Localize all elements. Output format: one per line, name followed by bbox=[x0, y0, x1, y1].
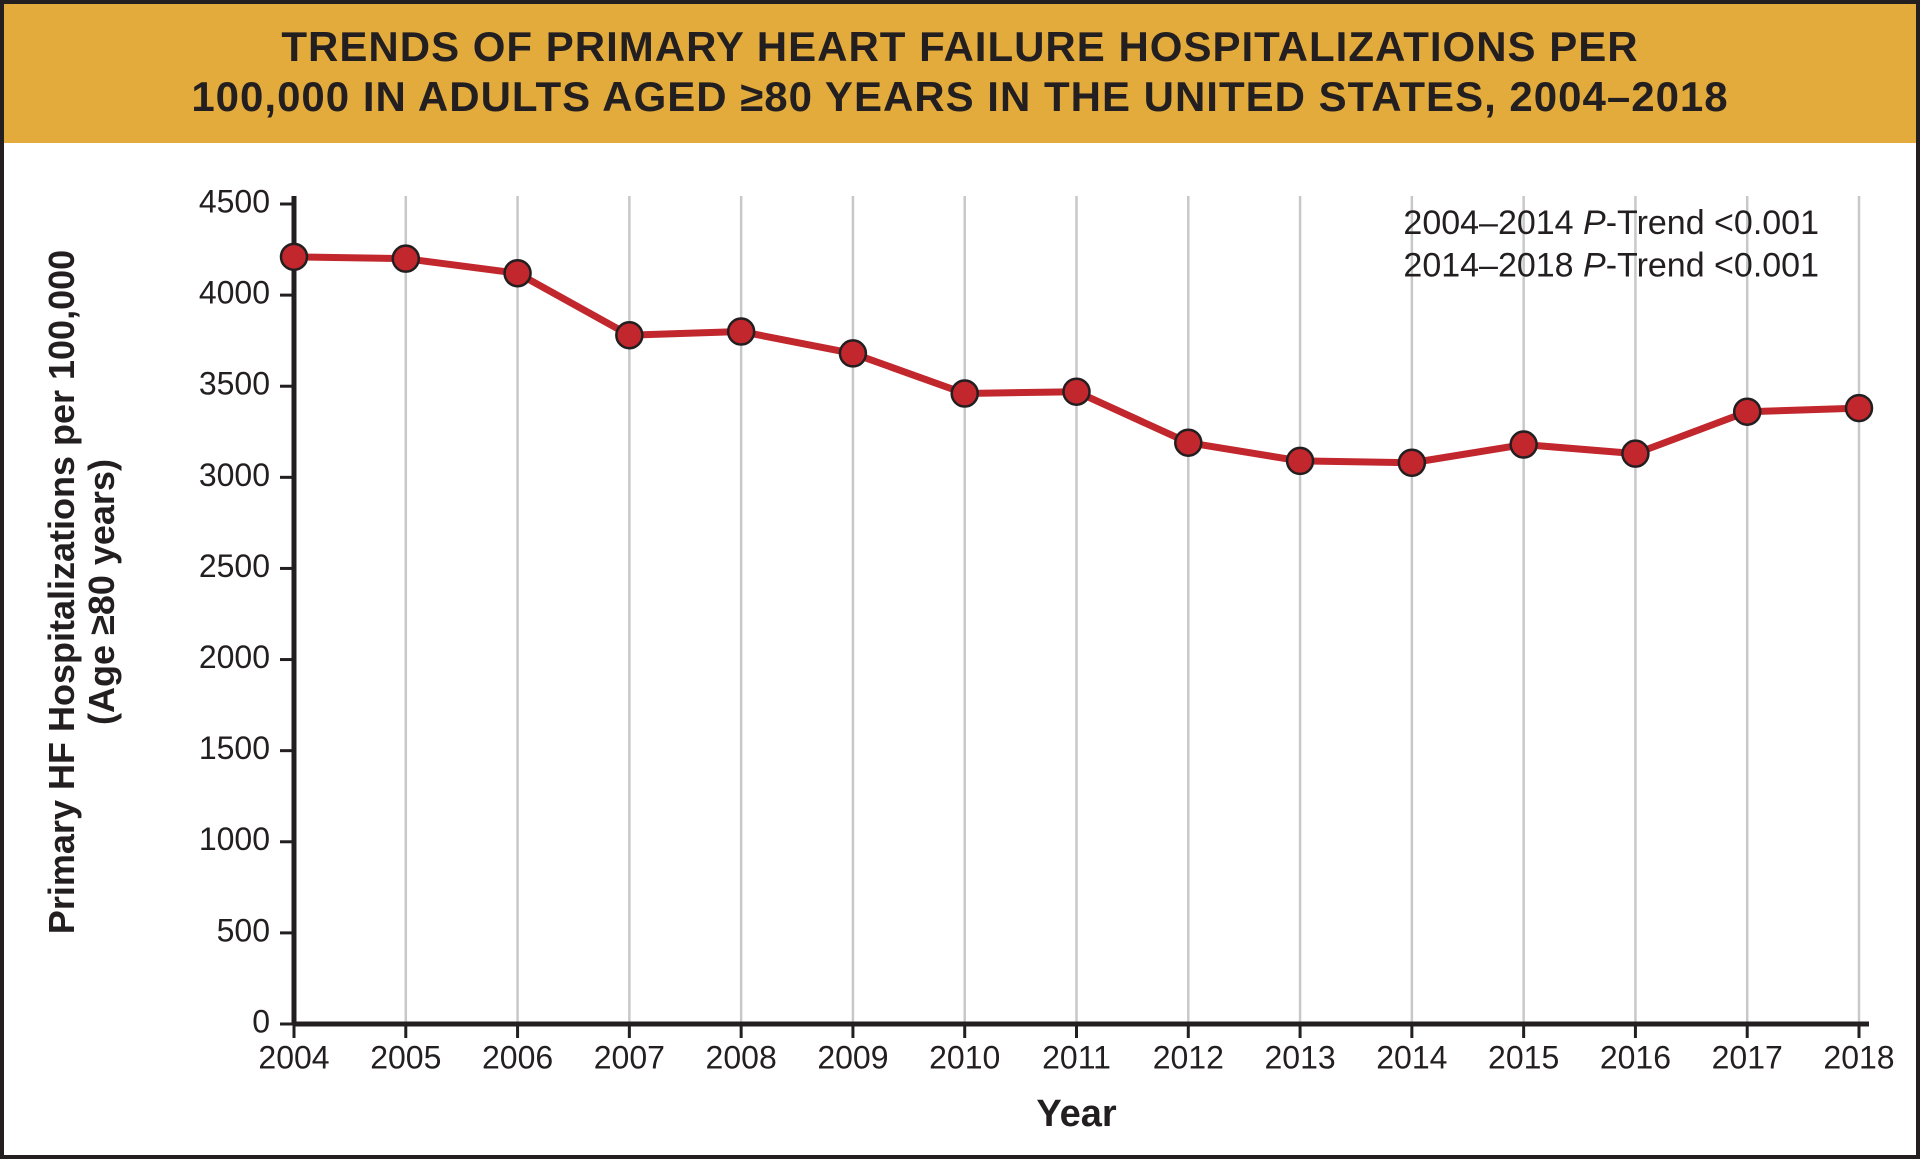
x-tick-label: 2005 bbox=[370, 1039, 441, 1075]
x-tick-label: 2010 bbox=[929, 1039, 1000, 1075]
data-marker bbox=[281, 244, 307, 270]
x-tick-label: 2006 bbox=[482, 1039, 553, 1075]
x-tick-label: 2018 bbox=[1823, 1039, 1894, 1075]
data-marker bbox=[1399, 450, 1425, 476]
data-marker bbox=[393, 246, 419, 272]
p-trend-annotation: 2004–2014 P-Trend <0.001 bbox=[1403, 204, 1819, 242]
chart-frame: TRENDS OF PRIMARY HEART FAILURE HOSPITAL… bbox=[0, 0, 1920, 1159]
data-marker bbox=[840, 340, 866, 366]
x-tick-label: 2013 bbox=[1264, 1039, 1335, 1075]
data-marker bbox=[1287, 448, 1313, 474]
x-tick-label: 2016 bbox=[1600, 1039, 1671, 1075]
y-tick-label: 1500 bbox=[199, 730, 270, 766]
x-tick-label: 2004 bbox=[258, 1039, 329, 1075]
data-marker bbox=[1734, 399, 1760, 425]
chart-title-line2: 100,000 IN ADULTS AGED ≥80 YEARS IN THE … bbox=[24, 72, 1896, 122]
x-tick-label: 2008 bbox=[706, 1039, 777, 1075]
y-tick-label: 2500 bbox=[199, 548, 270, 584]
data-marker bbox=[505, 260, 531, 286]
chart-title-bar: TRENDS OF PRIMARY HEART FAILURE HOSPITAL… bbox=[4, 4, 1916, 143]
x-tick-label: 2012 bbox=[1153, 1039, 1224, 1075]
data-marker bbox=[1622, 441, 1648, 467]
data-marker bbox=[1175, 430, 1201, 456]
p-trend-annotation: 2014–2018 P-Trend <0.001 bbox=[1403, 247, 1819, 285]
y-tick-label: 0 bbox=[252, 1003, 270, 1039]
y-axis-label-line1: Primary HF Hospitalizations per 100,000 bbox=[41, 250, 82, 934]
data-marker bbox=[1064, 379, 1090, 405]
line-chart-svg: 0 500 1000 1500 2000 2500 3000 3500 4000 4500 2004… bbox=[4, 154, 1916, 1159]
x-tick-label: 2011 bbox=[1042, 1039, 1111, 1075]
data-marker bbox=[1846, 395, 1872, 421]
data-marker bbox=[1511, 432, 1537, 458]
x-axis-label: Year bbox=[1036, 1093, 1117, 1135]
x-tick-label: 2014 bbox=[1376, 1039, 1447, 1075]
chart-title-line1: TRENDS OF PRIMARY HEART FAILURE HOSPITAL… bbox=[24, 22, 1896, 72]
data-marker bbox=[728, 319, 754, 345]
x-tick-label: 2007 bbox=[594, 1039, 665, 1075]
data-marker bbox=[616, 322, 642, 348]
x-tick-label: 2017 bbox=[1712, 1039, 1783, 1075]
plot-area: 0 500 1000 1500 2000 2500 3000 3500 4000 4500 2004… bbox=[4, 154, 1916, 1155]
y-tick-label: 1000 bbox=[199, 821, 270, 857]
data-marker bbox=[952, 381, 978, 407]
y-tick-label: 2000 bbox=[199, 639, 270, 675]
y-tick-label: 4000 bbox=[199, 275, 270, 311]
y-tick-label: 3000 bbox=[199, 457, 270, 493]
y-axis-label-line2: (Age ≥80 years) bbox=[81, 459, 122, 725]
x-tick-label: 2009 bbox=[817, 1039, 888, 1075]
x-tick-label: 2015 bbox=[1488, 1039, 1559, 1075]
y-tick-label: 3500 bbox=[199, 366, 270, 402]
y-tick-label: 4500 bbox=[199, 183, 270, 219]
y-tick-label: 500 bbox=[217, 912, 270, 948]
